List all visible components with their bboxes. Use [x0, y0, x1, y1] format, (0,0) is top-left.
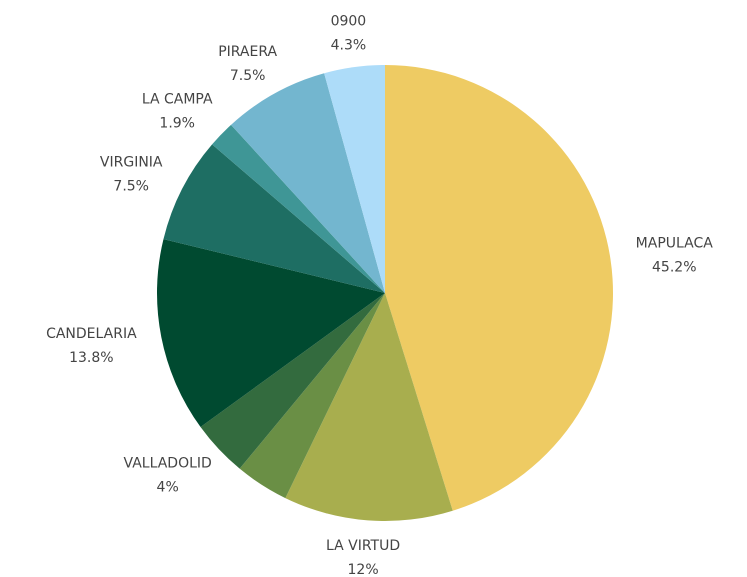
pie-slice [324, 65, 385, 293]
slice-value: 7.5% [113, 178, 149, 194]
pie-slice [239, 293, 385, 499]
slice-label: PIRAERA [218, 44, 277, 60]
slice-value: 1.9% [159, 115, 195, 131]
slice-value: 12% [348, 562, 379, 577]
slice-value: 45.2% [652, 259, 696, 275]
pie-slice [285, 293, 453, 521]
pie-slice [385, 65, 614, 511]
slice-value: 4% [157, 480, 179, 496]
slice-label: 0900 [331, 13, 367, 29]
pie-slice [156, 239, 385, 428]
pie-slice [200, 293, 385, 469]
pie-slice [231, 73, 385, 294]
slice-label: LA CAMPA [142, 91, 213, 107]
slice-label: LA VIRTUD [326, 538, 400, 554]
slice-label: MAPULACA [636, 235, 714, 251]
slice-value: 13.8% [69, 350, 113, 366]
slice-value: 7.5% [230, 68, 266, 84]
pie-slice [212, 124, 385, 293]
slice-label: VIRGINIA [100, 154, 163, 170]
slice-label: CANDELARIA [46, 326, 137, 342]
slice-value: 4.3% [331, 37, 367, 53]
slice-label: VALLADOLID [124, 456, 212, 472]
pie-slice [163, 144, 385, 293]
